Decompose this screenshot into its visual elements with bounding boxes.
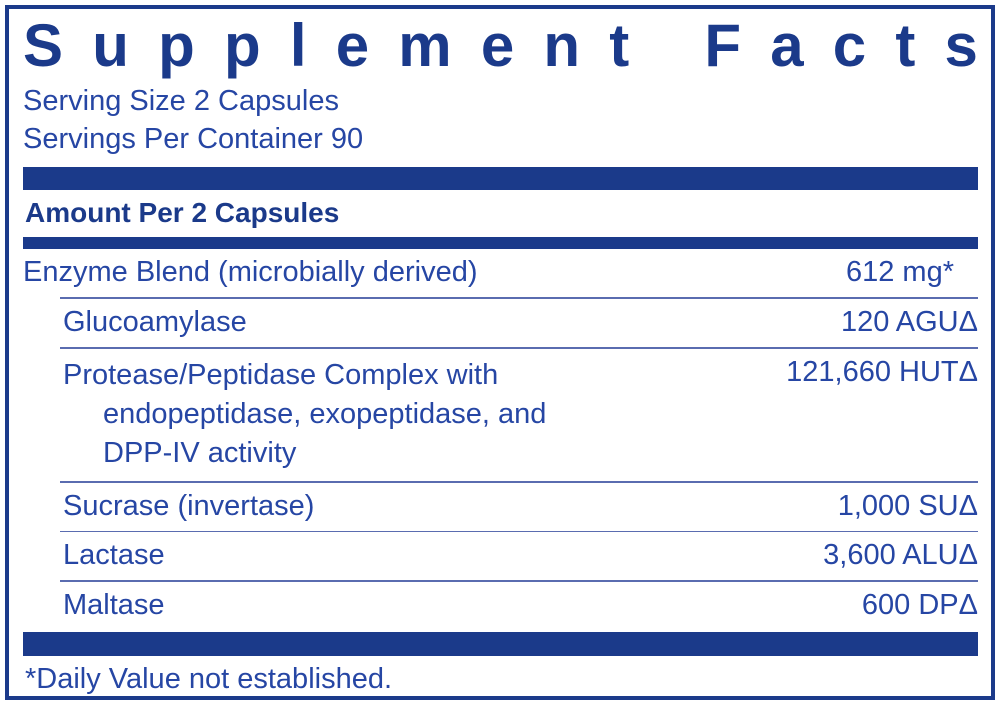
separator-bar-mid bbox=[23, 236, 978, 250]
row-divider bbox=[60, 347, 978, 349]
ingredient-amount: 120 AGUΔ bbox=[840, 306, 978, 339]
serving-info: Serving Size 2 Capsules Servings Per Con… bbox=[23, 82, 978, 158]
ingredient-name: Glucoamylase bbox=[63, 306, 247, 339]
ingredient-amount: 600 DPΔ bbox=[861, 589, 978, 622]
separator-bar-bottom bbox=[23, 632, 978, 656]
separator-bar-top bbox=[23, 167, 978, 190]
servings-per-container-line: Servings Per Container 90 bbox=[23, 123, 364, 155]
ingredient-row: Protease/Peptidase Complex with endopept… bbox=[23, 349, 978, 481]
ingredient-amount: 3,600 ALUΔ bbox=[823, 539, 978, 572]
ingredient-amount: 121,660 HUTΔ bbox=[786, 355, 978, 388]
ingredient-amount: 612 mg* bbox=[845, 256, 954, 289]
ingredient-name: Lactase bbox=[63, 539, 165, 572]
ingredient-row: Enzyme Blend (microbially derived) 612 m… bbox=[23, 249, 978, 297]
amount-per-serving-header: Amount Per 2 Capsules bbox=[25, 196, 340, 228]
ingredient-name: Maltase bbox=[63, 589, 165, 622]
ingredient-name: Enzyme Blend (microbially derived) bbox=[23, 256, 478, 289]
ingredient-row: Maltase 600 DPΔ bbox=[23, 582, 978, 630]
row-divider bbox=[60, 530, 978, 533]
ingredient-name: Sucrase (invertase) bbox=[63, 489, 315, 522]
ingredient-name-line: endopeptidase, exopeptidase, and bbox=[103, 397, 547, 430]
ingredient-amount: 1,000 SUΔ bbox=[837, 489, 978, 522]
ingredient-name-line: DPP-IV activity bbox=[103, 436, 297, 469]
ingredient-row: Lactase 3,600 ALUΔ bbox=[23, 532, 978, 580]
ingredient-row: Sucrase (invertase) 1,000 SUΔ bbox=[23, 483, 978, 531]
ingredient-name: Protease/Peptidase Complex with endopept… bbox=[23, 356, 546, 473]
serving-size-line: Serving Size 2 Capsules bbox=[23, 85, 339, 117]
ingredient-row: Glucoamylase 120 AGUΔ bbox=[23, 299, 978, 347]
row-divider bbox=[60, 297, 978, 300]
daily-value-footnote: *Daily Value not established. bbox=[25, 663, 393, 695]
ingredient-name-line: Protease/Peptidase Complex with bbox=[63, 358, 499, 391]
row-divider bbox=[60, 480, 978, 483]
row-divider bbox=[60, 580, 978, 583]
